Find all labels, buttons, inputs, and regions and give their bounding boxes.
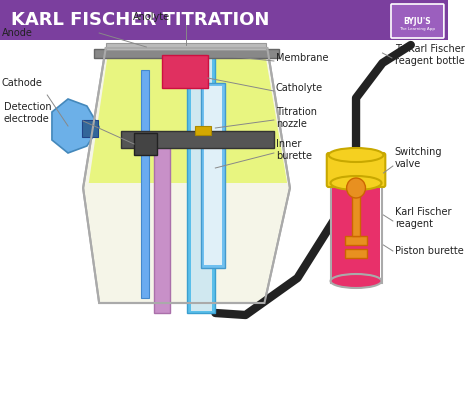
Text: Catholyte: Catholyte (276, 83, 323, 93)
Text: Anode: Anode (2, 28, 33, 38)
Ellipse shape (330, 274, 382, 288)
FancyBboxPatch shape (204, 86, 222, 265)
Text: BYJU'S: BYJU'S (404, 17, 431, 25)
FancyBboxPatch shape (94, 49, 279, 58)
Text: Piston burette: Piston burette (395, 246, 464, 256)
FancyBboxPatch shape (330, 183, 382, 283)
FancyBboxPatch shape (163, 55, 208, 88)
Text: Detection
electrode: Detection electrode (4, 102, 51, 124)
FancyBboxPatch shape (187, 48, 215, 313)
Polygon shape (52, 99, 99, 153)
Text: The Learning App: The Learning App (400, 27, 436, 31)
Text: To Karl Fischer
reagent bottle: To Karl Fischer reagent bottle (395, 44, 465, 66)
Text: Karl Fischer
reagent: Karl Fischer reagent (395, 207, 451, 229)
Text: Inner
burette: Inner burette (276, 139, 312, 161)
FancyBboxPatch shape (121, 131, 274, 148)
FancyBboxPatch shape (0, 0, 447, 40)
FancyBboxPatch shape (345, 236, 367, 245)
FancyBboxPatch shape (332, 183, 380, 281)
FancyBboxPatch shape (201, 83, 225, 268)
Ellipse shape (330, 176, 382, 190)
Text: Anolyte: Anolyte (133, 12, 170, 22)
FancyBboxPatch shape (82, 120, 98, 137)
Circle shape (346, 178, 365, 198)
FancyBboxPatch shape (352, 188, 360, 236)
Ellipse shape (328, 148, 383, 162)
FancyBboxPatch shape (345, 249, 367, 258)
Text: Cathode: Cathode (2, 78, 43, 88)
FancyBboxPatch shape (134, 133, 157, 155)
Polygon shape (83, 48, 290, 303)
FancyBboxPatch shape (191, 50, 211, 311)
FancyBboxPatch shape (154, 138, 170, 313)
Polygon shape (89, 55, 287, 183)
Text: Membrane: Membrane (276, 53, 328, 63)
FancyBboxPatch shape (141, 70, 149, 298)
FancyBboxPatch shape (106, 43, 266, 50)
FancyBboxPatch shape (195, 126, 210, 135)
Text: Titration
nozzle: Titration nozzle (276, 107, 317, 129)
FancyBboxPatch shape (327, 153, 385, 187)
Text: Switching
valve: Switching valve (395, 147, 442, 169)
FancyBboxPatch shape (391, 4, 444, 38)
Text: KARL FISCHER TITRATION: KARL FISCHER TITRATION (11, 11, 270, 29)
